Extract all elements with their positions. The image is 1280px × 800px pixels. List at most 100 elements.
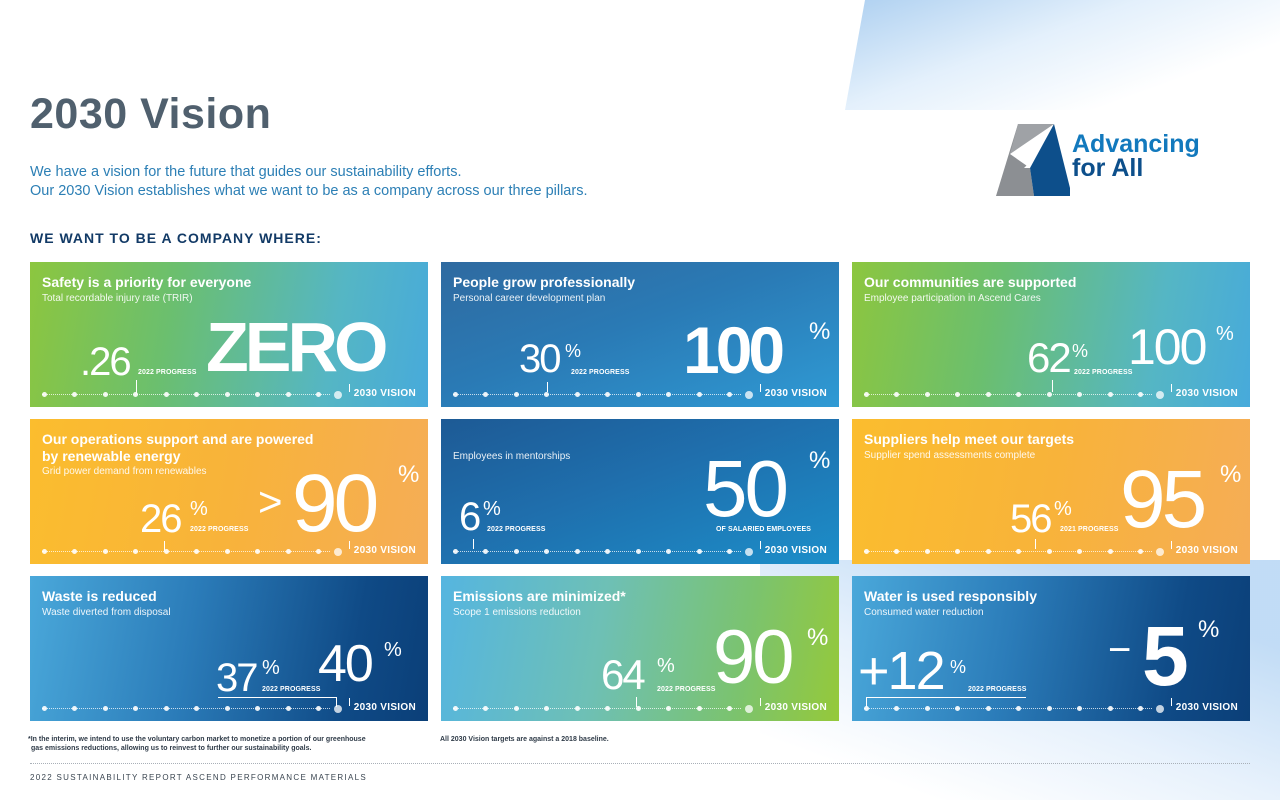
card-water: Water is used responsibly Consumed water… bbox=[852, 576, 1250, 721]
progress-marker bbox=[1035, 539, 1036, 549]
footnote-line-2: gas emissions reductions, allowing us to… bbox=[31, 745, 312, 752]
progress-percent: % bbox=[190, 498, 208, 520]
target-percent: % bbox=[1216, 323, 1234, 345]
vision-label: 2030 VISION bbox=[764, 388, 827, 399]
card-title: Safety is a priority for everyone bbox=[42, 274, 252, 290]
vision-marker bbox=[760, 698, 761, 706]
card-subtitle: Waste diverted from disposal bbox=[42, 607, 171, 618]
progress-bracket-line bbox=[218, 697, 336, 698]
timeline bbox=[42, 706, 330, 711]
vision-label: 2030 VISION bbox=[764, 545, 827, 556]
progress-percent: % bbox=[657, 655, 675, 677]
card-subtitle: Scope 1 emissions reduction bbox=[453, 607, 581, 618]
intro-line-2: Our 2030 Vision establishes what we want… bbox=[30, 183, 588, 199]
card-title-line-2: by renewable energy bbox=[42, 448, 181, 464]
progress-marker bbox=[164, 541, 165, 551]
target-value: 95 bbox=[1120, 454, 1207, 545]
target-percent: % bbox=[1220, 461, 1242, 488]
progress-label: 2022 PROGRESS bbox=[190, 526, 249, 533]
page-title: 2030 Vision bbox=[30, 90, 272, 138]
progress-value: 64 bbox=[601, 651, 646, 698]
card-subtitle: Total recordable injury rate (TRIR) bbox=[42, 293, 193, 304]
progress-label: 2022 PROGRESS bbox=[262, 686, 321, 693]
progress-marker bbox=[473, 539, 474, 549]
target-percent: % bbox=[384, 639, 402, 661]
progress-label: 2021 PROGRESS bbox=[1060, 526, 1119, 533]
vision-marker bbox=[1171, 384, 1172, 392]
target-value: ZERO bbox=[206, 308, 388, 386]
card-subtitle: Supplier spend assessments complete bbox=[864, 450, 1036, 461]
vision-endpoint-icon bbox=[334, 548, 342, 556]
vision-endpoint-icon bbox=[334, 705, 342, 713]
progress-marker bbox=[866, 697, 867, 707]
progress-percent: % bbox=[483, 498, 501, 520]
progress-marker bbox=[547, 382, 548, 392]
target-value: 100 bbox=[683, 313, 785, 387]
timeline bbox=[864, 706, 1152, 711]
vision-label: 2030 VISION bbox=[1175, 545, 1238, 556]
target-value: 5 bbox=[1142, 609, 1189, 703]
vision-label: 2030 VISION bbox=[1175, 388, 1238, 399]
progress-value: 37 bbox=[216, 656, 258, 700]
timeline bbox=[453, 549, 741, 554]
target-prefix: − bbox=[1108, 628, 1131, 672]
progress-label: 2022 PROGRESS bbox=[487, 526, 546, 533]
card-subtitle: Grid power demand from renewables bbox=[42, 466, 207, 477]
vision-marker bbox=[760, 541, 761, 549]
card-subtitle: Employee participation in Ascend Cares bbox=[864, 293, 1041, 304]
card-subtitle: Personal career development plan bbox=[453, 293, 606, 304]
target-value: 90 bbox=[713, 615, 795, 700]
vision-label: 2030 VISION bbox=[764, 702, 827, 713]
vision-endpoint-icon bbox=[1156, 391, 1164, 399]
footnote-line-1: *In the interim, we intend to use the vo… bbox=[28, 736, 366, 743]
intro-line-1: We have a vision for the future that gui… bbox=[30, 164, 462, 180]
footnote-baseline: All 2030 Vision targets are against a 20… bbox=[440, 736, 609, 743]
progress-marker bbox=[136, 380, 137, 394]
vision-label: 2030 VISION bbox=[1175, 702, 1238, 713]
card-people: People grow professionally Personal care… bbox=[441, 262, 839, 407]
progress-label: 2022 PROGRESS bbox=[968, 686, 1027, 693]
vision-endpoint-icon bbox=[745, 548, 753, 556]
timeline bbox=[453, 706, 741, 711]
logo-text: Advancing for All bbox=[1072, 132, 1200, 181]
card-title: Our communities are supported bbox=[864, 274, 1077, 290]
vision-marker bbox=[1171, 698, 1172, 706]
progress-percent: % bbox=[565, 341, 582, 361]
progress-value: 6 bbox=[459, 495, 481, 539]
card-safety: Safety is a priority for everyone Total … bbox=[30, 262, 428, 407]
timeline bbox=[42, 392, 330, 397]
progress-marker bbox=[1052, 380, 1053, 392]
card-title: People grow professionally bbox=[453, 274, 636, 290]
card-subtitle: Employees in mentorships bbox=[453, 451, 571, 462]
progress-value: 30 bbox=[519, 337, 561, 381]
target-value: 100 bbox=[1128, 319, 1207, 375]
progress-label: 2022 PROGRESS bbox=[571, 369, 630, 376]
progress-value: 56 bbox=[1010, 497, 1052, 541]
timeline bbox=[42, 549, 330, 554]
card-title: Waste is reduced bbox=[42, 588, 157, 604]
target-caption: OF SALARIED EMPLOYEES bbox=[716, 526, 812, 533]
progress-percent: % bbox=[1072, 341, 1089, 361]
vision-marker bbox=[349, 384, 350, 392]
progress-value: 26 bbox=[140, 497, 182, 541]
progress-percent: % bbox=[262, 657, 280, 679]
background-swoosh-top bbox=[845, 0, 1280, 110]
card-title: Our operations support and are powered b… bbox=[42, 431, 313, 465]
card-subtitle: Consumed water reduction bbox=[864, 607, 984, 618]
vision-endpoint-icon bbox=[1156, 548, 1164, 556]
vision-marker bbox=[1171, 541, 1172, 549]
timeline bbox=[453, 392, 741, 397]
target-percent: % bbox=[398, 461, 420, 488]
target-percent: % bbox=[807, 624, 829, 651]
logo-a-mark-icon bbox=[996, 124, 1070, 196]
target-percent: % bbox=[809, 318, 831, 345]
footer-text: 2022 SUSTAINABILITY REPORT ASCEND PERFOR… bbox=[30, 773, 368, 782]
card-mentorships: Employees in mentorships 6 % 2022 PROGRE… bbox=[441, 419, 839, 564]
card-title: Emissions are minimized* bbox=[453, 588, 626, 604]
progress-label: 2022 PROGRESS bbox=[657, 686, 716, 693]
progress-value: .26 bbox=[80, 340, 132, 384]
vision-label: 2030 VISION bbox=[353, 388, 416, 399]
progress-value: +12 bbox=[858, 641, 946, 701]
target-value: 90 bbox=[292, 458, 379, 549]
progress-label: 2022 PROGRESS bbox=[138, 369, 197, 376]
